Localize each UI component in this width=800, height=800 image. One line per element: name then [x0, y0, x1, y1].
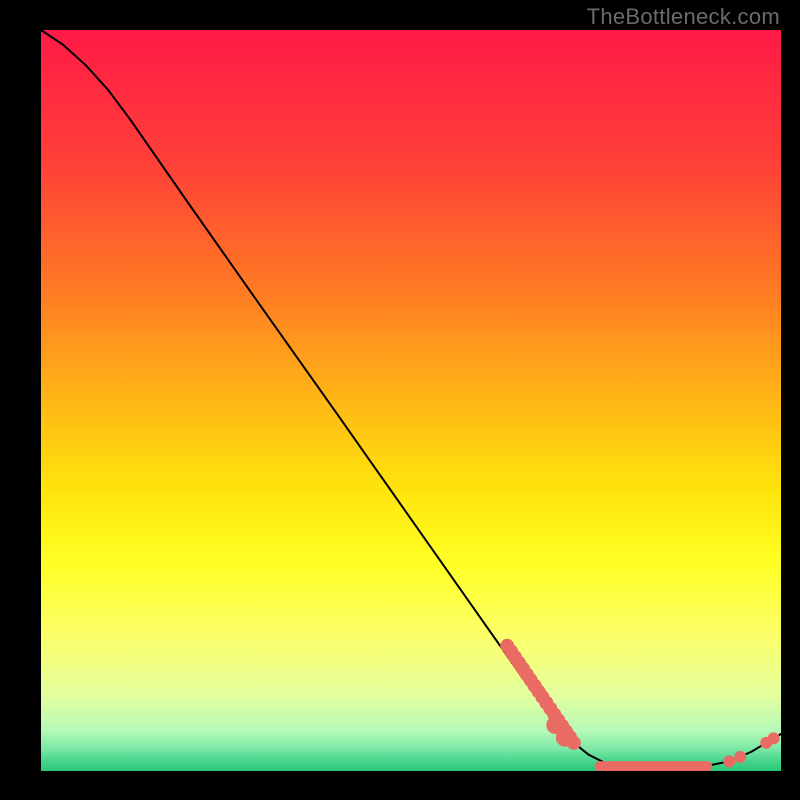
marker-dot	[546, 716, 564, 734]
chart-plot-area	[41, 30, 781, 771]
marker-dot	[734, 751, 746, 763]
chart-svg	[41, 30, 781, 771]
marker-dot	[702, 761, 712, 771]
marker-dot	[723, 755, 735, 767]
watermark-text: TheBottleneck.com	[587, 4, 780, 30]
marker-dot	[768, 732, 780, 744]
